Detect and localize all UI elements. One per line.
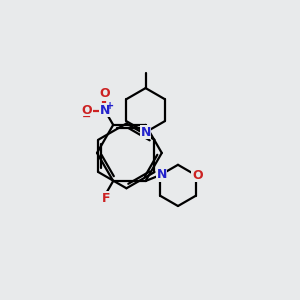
Text: F: F <box>102 192 110 205</box>
Text: +: + <box>106 100 115 111</box>
Text: N: N <box>100 104 110 117</box>
Text: N: N <box>156 168 167 181</box>
Text: O: O <box>100 87 110 100</box>
Text: O: O <box>82 104 92 117</box>
Text: N: N <box>140 126 151 139</box>
Text: O: O <box>192 169 202 182</box>
Text: −: − <box>82 112 92 122</box>
